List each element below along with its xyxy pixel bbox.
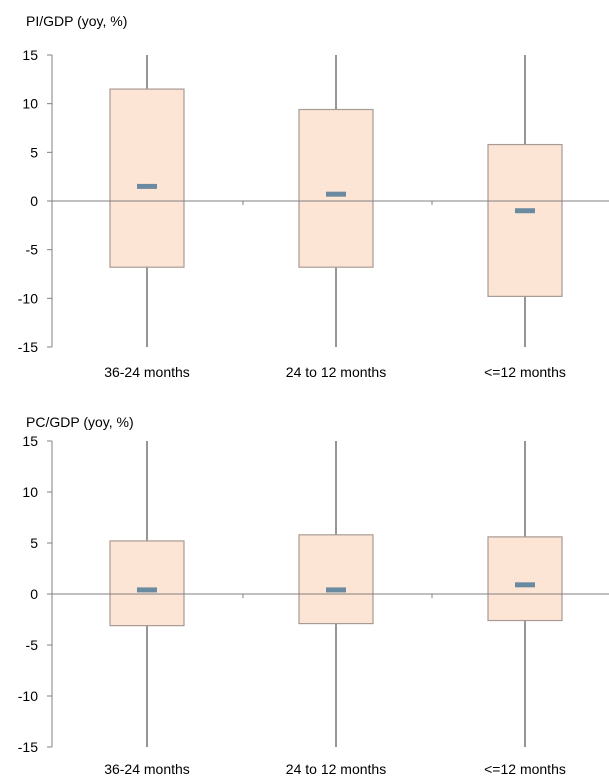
x-category-label: <=12 months [484, 364, 566, 380]
x-category-label: 36-24 months [104, 364, 190, 380]
chart-panel-2: PC/GDP (yoy, %) 15 10 5 0 -5 -10 -15 36-24 month… [18, 414, 609, 777]
x-category-label: 24 to 12 months [286, 364, 386, 380]
interquartile-box [487, 143, 563, 297]
interquartile-box [298, 108, 374, 268]
y-tick-label: -10 [18, 688, 38, 704]
y-tick-label: 10 [22, 484, 38, 500]
y-tick-label: 5 [30, 535, 38, 551]
median-marker [137, 183, 157, 189]
median-marker [326, 191, 346, 197]
y-tick-label: 15 [22, 47, 38, 63]
x-category-label: 24 to 12 months [286, 761, 386, 777]
interquartile-box [298, 534, 374, 625]
y-tick-label: 10 [22, 96, 38, 112]
chart-panel-1: PI/GDP (yoy, %) 15 10 5 0 -5 -10 -15 36-24 month… [18, 13, 609, 380]
y-tick-label: -15 [18, 339, 38, 355]
y-tick-label: -5 [26, 637, 39, 653]
y-tick-label: -5 [26, 242, 39, 258]
interquartile-box [487, 536, 563, 622]
chart-title: PI/GDP (yoy, %) [26, 13, 127, 29]
median-marker [137, 587, 157, 593]
median-marker [515, 582, 535, 588]
interquartile-box [109, 540, 185, 627]
chart-title: PC/GDP (yoy, %) [26, 414, 134, 430]
interquartile-box [109, 88, 185, 268]
y-tick-label: 15 [22, 433, 38, 449]
y-tick-label: -15 [18, 739, 38, 755]
y-tick-label: 5 [30, 144, 38, 160]
x-category-label: 36-24 months [104, 761, 190, 777]
y-tick-label: 0 [30, 193, 38, 209]
median-marker [515, 208, 535, 214]
x-category-label: <=12 months [484, 761, 566, 777]
y-tick-label: -10 [18, 290, 38, 306]
median-marker [326, 587, 346, 593]
y-tick-label: 0 [30, 586, 38, 602]
